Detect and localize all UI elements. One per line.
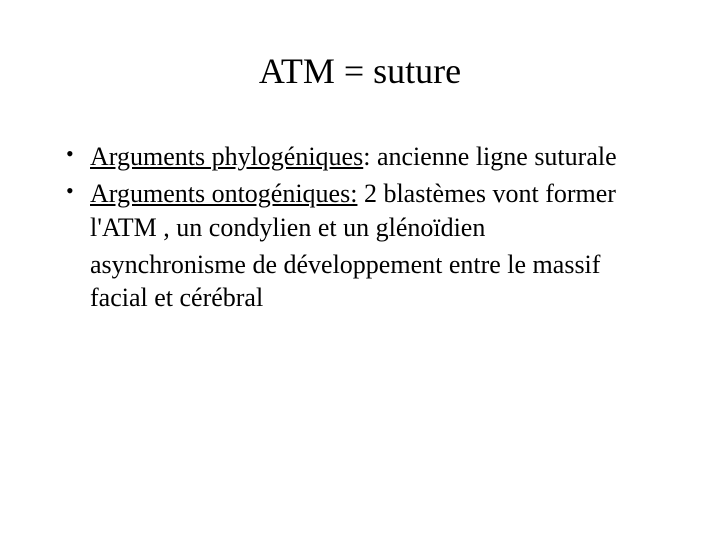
bullet-item-1: Arguments phylogéniques: ancienne ligne … xyxy=(66,140,660,173)
bullet-1-text: : ancienne ligne suturale xyxy=(363,142,616,171)
bullet-2-label: Arguments ontogéniques: xyxy=(90,179,357,208)
slide-title: ATM = suture xyxy=(60,50,660,92)
continuation-text: asynchronisme de développement entre le … xyxy=(66,248,660,315)
slide-container: ATM = suture Arguments phylogéniques: an… xyxy=(0,0,720,540)
slide-content: Arguments phylogéniques: ancienne ligne … xyxy=(60,140,660,314)
bullet-item-2: Arguments ontogéniques: 2 blastèmes vont… xyxy=(66,177,660,244)
bullet-1-label: Arguments phylogéniques xyxy=(90,142,363,171)
